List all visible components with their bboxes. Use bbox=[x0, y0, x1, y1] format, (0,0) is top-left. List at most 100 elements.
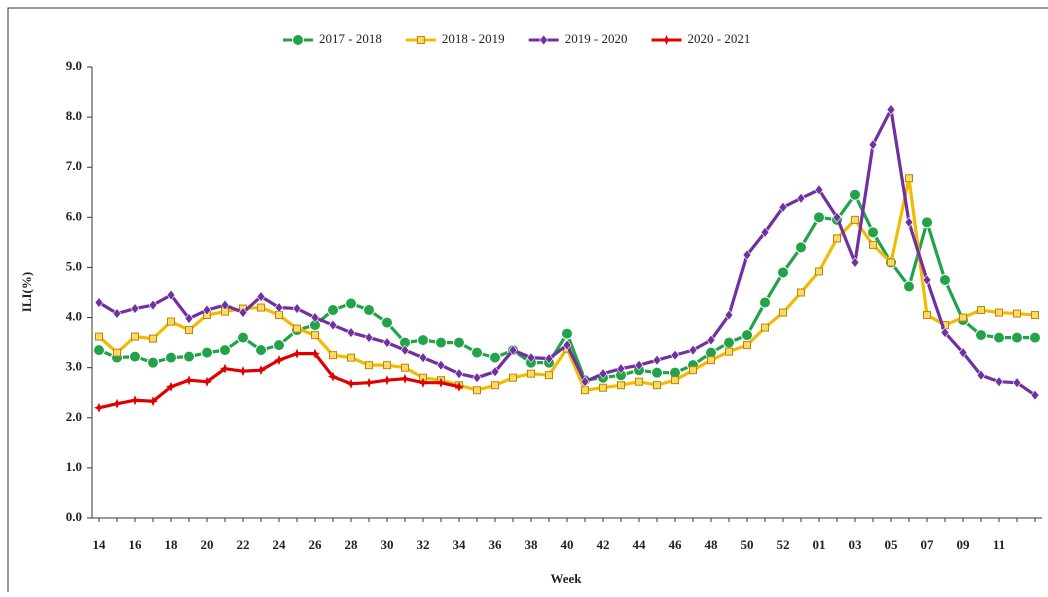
point bbox=[741, 329, 753, 342]
point bbox=[994, 376, 1004, 388]
y-tick-label: 2.0 bbox=[66, 409, 82, 424]
point bbox=[688, 344, 698, 356]
point bbox=[293, 324, 301, 333]
point bbox=[833, 234, 841, 243]
point bbox=[832, 211, 842, 223]
point bbox=[436, 377, 446, 388]
legend-marker bbox=[292, 34, 304, 46]
point bbox=[93, 344, 105, 357]
x-tick-label: 14 bbox=[93, 537, 107, 552]
y-axis-label: ILI(%) bbox=[19, 272, 34, 312]
point bbox=[184, 375, 194, 386]
x-axis-label: Week bbox=[550, 571, 582, 586]
point bbox=[634, 359, 644, 371]
point bbox=[274, 355, 284, 366]
point bbox=[346, 378, 356, 389]
point bbox=[257, 303, 265, 312]
point bbox=[130, 395, 140, 406]
point bbox=[273, 339, 285, 352]
point bbox=[436, 359, 446, 371]
point bbox=[292, 303, 302, 315]
point bbox=[813, 211, 825, 224]
point bbox=[849, 188, 861, 201]
point bbox=[256, 365, 266, 376]
point bbox=[527, 369, 535, 378]
x-tick-label: 24 bbox=[273, 537, 287, 552]
point bbox=[363, 304, 375, 317]
point bbox=[868, 139, 878, 151]
point bbox=[292, 348, 302, 359]
point bbox=[489, 351, 501, 364]
x-tick-label: 20 bbox=[201, 537, 214, 552]
x-tick-label: 50 bbox=[741, 537, 754, 552]
point bbox=[671, 376, 679, 385]
y-tick-label: 7.0 bbox=[66, 158, 82, 173]
point bbox=[562, 339, 572, 351]
x-tick-label: 34 bbox=[453, 537, 467, 552]
series-line bbox=[97, 176, 1036, 392]
point bbox=[364, 377, 374, 388]
x-tick-label: 03 bbox=[849, 537, 863, 552]
point bbox=[219, 344, 231, 357]
series bbox=[95, 174, 1039, 395]
point bbox=[851, 215, 859, 224]
point bbox=[723, 336, 735, 349]
point bbox=[400, 373, 410, 384]
point bbox=[237, 331, 249, 344]
point bbox=[867, 226, 879, 239]
point bbox=[975, 329, 987, 342]
point bbox=[202, 304, 212, 316]
point bbox=[220, 299, 230, 311]
point bbox=[725, 347, 733, 356]
y-tick-label: 1.0 bbox=[66, 459, 82, 474]
point bbox=[508, 344, 518, 356]
legend-marker bbox=[416, 36, 425, 44]
point bbox=[112, 308, 122, 320]
x-tick-label: 46 bbox=[669, 537, 683, 552]
point bbox=[310, 312, 320, 324]
point bbox=[131, 332, 139, 341]
point bbox=[796, 192, 806, 204]
chart-frame bbox=[7, 7, 1048, 597]
point bbox=[959, 313, 967, 322]
point bbox=[490, 366, 500, 378]
point bbox=[993, 331, 1005, 344]
point bbox=[255, 344, 267, 357]
point bbox=[887, 258, 895, 267]
point bbox=[454, 381, 464, 392]
point bbox=[166, 289, 176, 301]
point bbox=[94, 402, 104, 413]
x-tick-label: 44 bbox=[633, 537, 647, 552]
point bbox=[599, 383, 607, 392]
point bbox=[256, 291, 266, 302]
legend-marker bbox=[661, 35, 672, 45]
point bbox=[617, 381, 625, 390]
y-tick-label: 9.0 bbox=[66, 58, 82, 73]
x-tick-label: 48 bbox=[705, 537, 719, 552]
point bbox=[689, 366, 697, 375]
point bbox=[166, 381, 176, 392]
point bbox=[345, 297, 357, 310]
legend-label: 2017 - 2018 bbox=[319, 31, 382, 46]
point bbox=[526, 352, 536, 364]
point bbox=[148, 396, 158, 407]
point bbox=[418, 377, 428, 388]
point bbox=[777, 266, 789, 279]
point bbox=[184, 313, 194, 325]
point bbox=[185, 326, 193, 335]
point bbox=[364, 332, 374, 344]
point bbox=[905, 174, 913, 183]
x-tick-label: 32 bbox=[417, 537, 430, 552]
x-tick-label: 07 bbox=[921, 537, 935, 552]
point bbox=[544, 353, 554, 365]
point bbox=[850, 256, 860, 268]
point bbox=[509, 373, 517, 382]
point bbox=[400, 344, 410, 356]
point bbox=[1031, 311, 1039, 320]
series bbox=[94, 104, 1040, 401]
x-tick-label: 26 bbox=[309, 537, 323, 552]
point bbox=[129, 350, 141, 363]
point bbox=[761, 323, 769, 332]
point bbox=[347, 353, 355, 362]
point bbox=[274, 302, 284, 314]
